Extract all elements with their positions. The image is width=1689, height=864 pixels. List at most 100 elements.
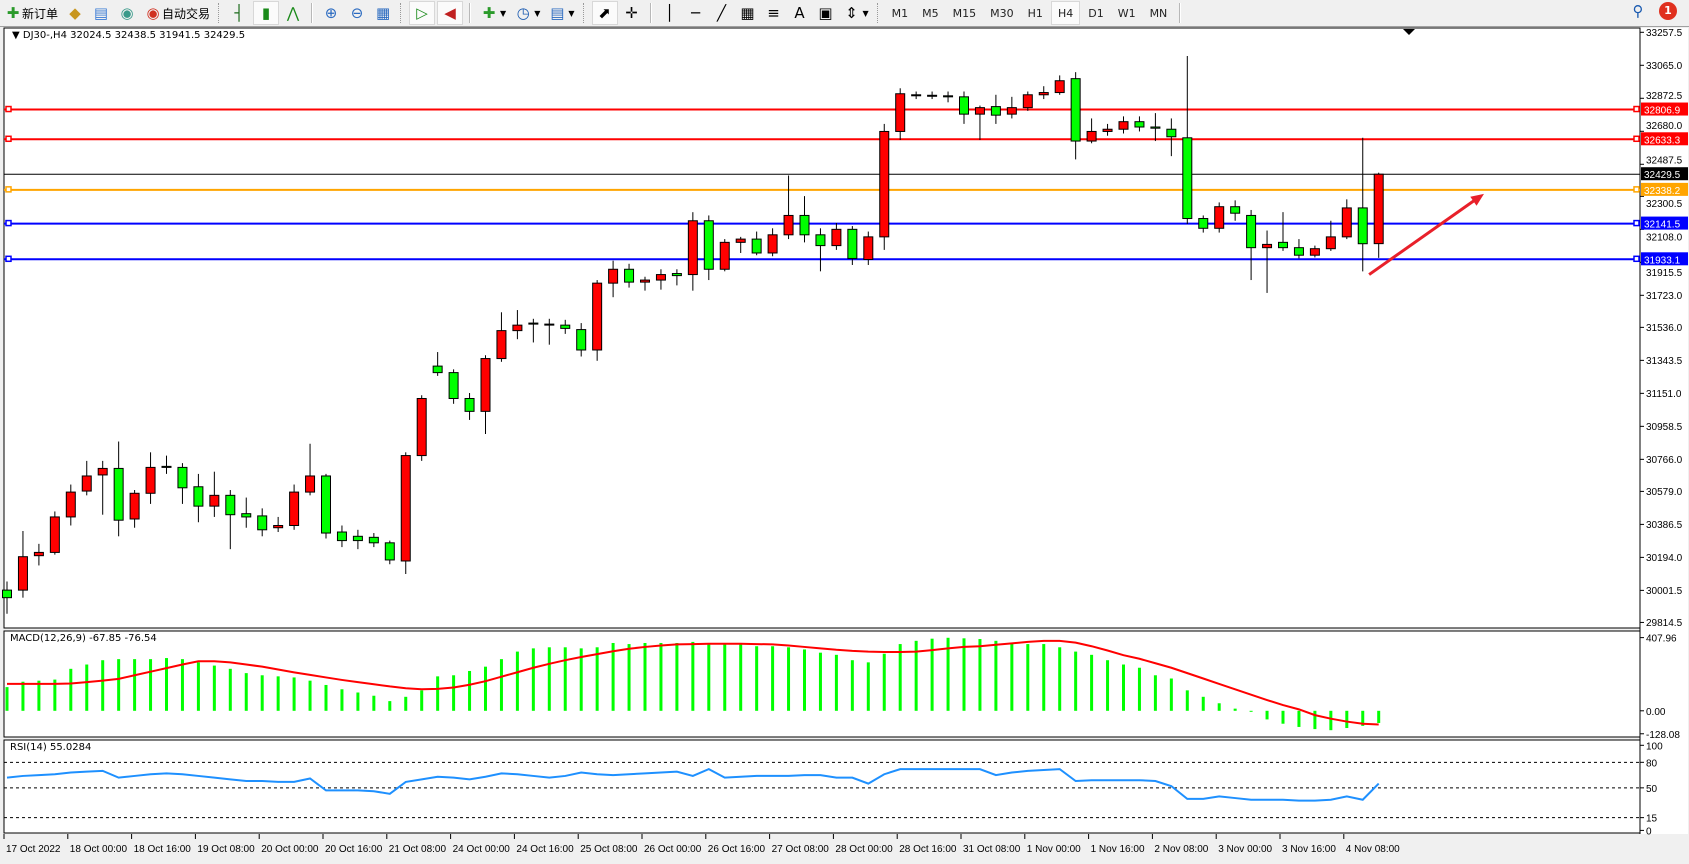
macd-histogram-bar [643, 642, 647, 711]
timeframe-mn[interactable]: MN [1149, 6, 1168, 20]
price-tick-label: 29814.5 [1646, 618, 1683, 629]
candle-body [1309, 248, 1320, 256]
candle-body [241, 513, 252, 518]
level-handle [1633, 105, 1640, 113]
candle-body [927, 94, 938, 97]
candle [145, 452, 156, 504]
timeframe-m15[interactable]: M15 [952, 6, 977, 20]
price-tick-label: 32872.5 [1646, 91, 1683, 102]
rsi-label: RSI(14) 55.0284 [10, 742, 92, 753]
time-tick-label: 24 Oct 00:00 [453, 844, 511, 855]
candle [512, 310, 523, 340]
bar-chart-icon: ┤ [234, 4, 244, 22]
time-tick-label: 20 Oct 00:00 [261, 844, 319, 855]
macd-histogram-bar [723, 642, 727, 711]
candle [767, 228, 778, 257]
level-handle [5, 105, 12, 113]
candle [640, 276, 650, 291]
price-tick-label: 32680.0 [1646, 121, 1683, 132]
vertical-line-button[interactable]: │ [658, 2, 682, 24]
timeframe-m1[interactable]: M1 [891, 6, 909, 20]
macd-histogram-bar [260, 675, 264, 711]
macd-histogram-bar [1026, 644, 1030, 711]
chart-shift-button[interactable]: ◀ [437, 1, 464, 25]
timeframe-m30[interactable]: M30 [990, 6, 1014, 20]
equidistant-channel-button[interactable]: ▦ [736, 2, 760, 24]
toolbar-grip[interactable] [218, 3, 222, 23]
candle-body [1006, 107, 1017, 115]
fibonacci-button[interactable]: ≡ [762, 2, 786, 24]
macd-histogram-bar [1217, 703, 1221, 711]
time-tick-label: 1 Nov 16:00 [1091, 844, 1145, 855]
rsi-tick-label: 100 [1646, 741, 1663, 752]
candle-body [129, 492, 140, 520]
periods-icon: ◷ [516, 4, 530, 22]
time-tick-label: 18 Oct 16:00 [134, 844, 192, 855]
text-label-button[interactable]: ▣ [814, 2, 838, 24]
trendline-button[interactable]: ╱ [710, 2, 734, 24]
timeframe-m5[interactable]: M5 [922, 6, 939, 20]
tile-windows-button[interactable]: ▦ [371, 2, 395, 24]
price-tick-label: 31151.0 [1646, 389, 1682, 400]
macd-histogram-bar [691, 641, 695, 711]
auto-scroll-button[interactable]: ▷ [409, 1, 436, 25]
candlestick-icon: ▮ [261, 4, 271, 22]
periods-button[interactable]: ◷ ▼ [511, 2, 543, 24]
templates-button[interactable]: ▤ ▼ [545, 2, 577, 24]
crosshair-button[interactable]: ✛ [620, 2, 644, 24]
zoom-out-button[interactable]: ⊖ [345, 2, 369, 24]
auto-scroll-icon: ▷ [416, 4, 428, 22]
new-order-button[interactable]: ✚ 新订单 [1, 2, 61, 24]
candle-body [592, 282, 603, 351]
macd-histogram-bar [356, 692, 360, 711]
line-chart-button[interactable]: ⋀ [281, 2, 305, 24]
macd-histogram-bar [484, 666, 487, 711]
candle [321, 473, 331, 539]
timeframe-h1[interactable]: H1 [1027, 6, 1043, 20]
navigator-button[interactable]: ▤ [89, 2, 113, 24]
chart-menu-triangle-icon[interactable]: ▼ [12, 30, 20, 41]
candle [336, 525, 347, 548]
search-icon[interactable]: ⚲ [1632, 2, 1644, 20]
macd-histogram-bar [1281, 710, 1285, 724]
candle-body [560, 324, 571, 329]
macd-histogram-bar [149, 659, 153, 711]
timeframe-h4[interactable]: H4 [1050, 1, 1081, 25]
candle [257, 508, 268, 537]
candlestick-button[interactable]: ▮ [253, 1, 280, 25]
zoom-in-button[interactable]: ⊕ [319, 2, 343, 24]
level-handle [5, 219, 12, 227]
toolbar-grip[interactable] [876, 3, 881, 23]
indicators-button[interactable]: ✚ ▼ [477, 2, 509, 24]
arrows-button[interactable]: ⇕ ▼ [840, 2, 872, 24]
price-tick-label: 32108.0 [1646, 232, 1683, 243]
time-tick-label: 19 Oct 08:00 [197, 844, 255, 855]
macd-histogram-bar [755, 646, 759, 711]
macd-histogram-bar [212, 665, 216, 711]
toolbar-grip[interactable] [400, 3, 404, 23]
toolbar-grip[interactable] [582, 3, 587, 23]
market-watch-button[interactable]: ◆ [63, 2, 87, 24]
macd-histogram-bar [611, 642, 615, 711]
candle-body [1102, 128, 1113, 132]
candle [305, 443, 316, 496]
notifications-icon[interactable]: 1 [1659, 2, 1677, 20]
macd-histogram-bar [771, 646, 775, 711]
text-button[interactable]: A [788, 2, 812, 24]
bar-chart-button[interactable]: ┤ [227, 2, 251, 24]
current-price-label: 32429.5 [1644, 170, 1681, 181]
cursor-button[interactable]: ⬈ [591, 1, 618, 25]
candle-body [655, 274, 666, 281]
candle [895, 88, 906, 141]
macd-histogram-bar [1249, 710, 1253, 712]
auto-trading-button[interactable]: ◉ 自动交易 [141, 2, 213, 24]
time-tick-label: 24 Oct 16:00 [516, 844, 574, 855]
horizontal-line-button[interactable]: ─ [684, 2, 708, 24]
candle-body [671, 273, 682, 277]
timeframe-w1[interactable]: W1 [1117, 6, 1136, 20]
macd-histogram-bar [563, 647, 567, 711]
timeframe-d1[interactable]: D1 [1088, 6, 1104, 20]
candle-body [416, 397, 427, 457]
signals-button[interactable]: ◉ [115, 2, 139, 24]
